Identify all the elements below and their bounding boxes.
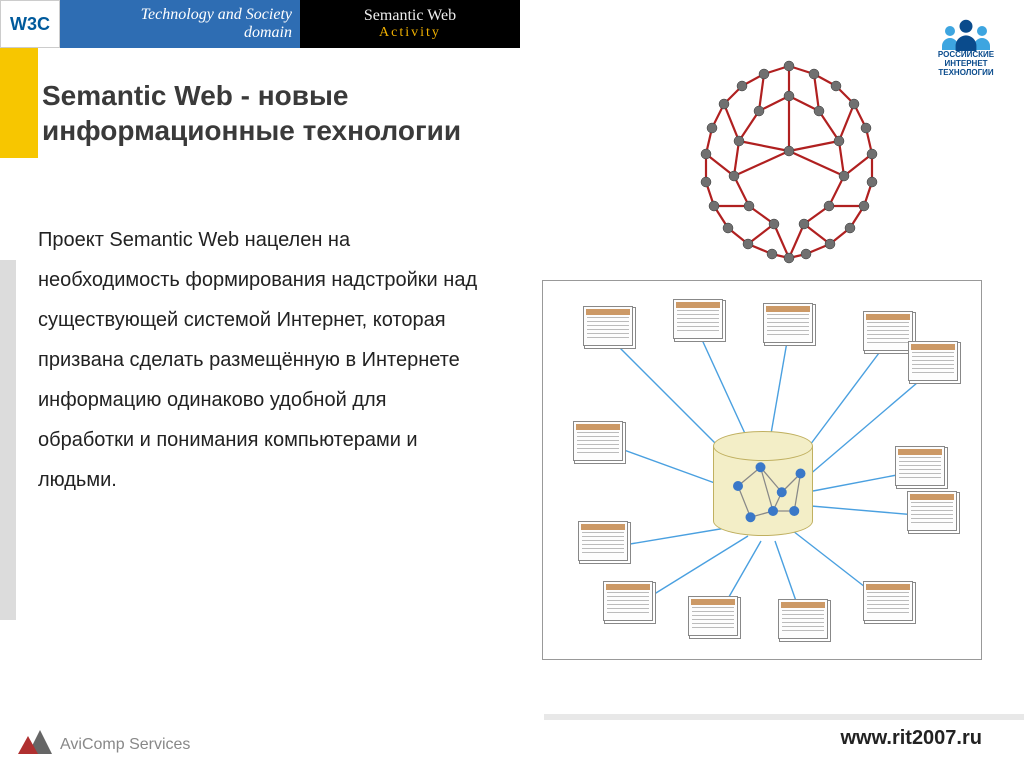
semantic-web-diagram xyxy=(542,280,982,660)
webpage-thumb-icon xyxy=(863,311,913,351)
webpage-thumb-icon xyxy=(763,303,813,343)
w3c-logo: W3C xyxy=(0,0,60,48)
webpage-thumb-icon xyxy=(673,299,723,339)
gray-accent-bar xyxy=(0,260,16,620)
webpage-thumb-icon xyxy=(907,491,957,531)
rit-logo: РОССИЙСКИЕ ИНТЕРНЕТ ТЕХНОЛОГИИ xyxy=(926,10,1006,77)
avicomp-logo: AviComp Services xyxy=(18,722,190,754)
company-name: AviComp Services xyxy=(60,736,190,754)
webpage-thumb-icon xyxy=(863,581,913,621)
webpage-thumb-icon xyxy=(573,421,623,461)
slide-body-text: Проект Semantic Web нацелен на необходим… xyxy=(38,220,488,500)
rit-label-1: РОССИЙСКИЕ xyxy=(926,50,1006,59)
triangle-icon xyxy=(18,722,54,754)
webpage-thumb-icon xyxy=(688,596,738,636)
yellow-accent-bar xyxy=(0,48,38,158)
slide-title: Semantic Web - новые информационные техн… xyxy=(42,78,512,148)
webpage-thumb-icon xyxy=(583,306,633,346)
footer-url: www.rit2007.ru xyxy=(840,727,982,750)
webpage-thumb-icon xyxy=(778,599,828,639)
footer-divider xyxy=(544,714,1024,720)
webpage-thumb-icon xyxy=(603,581,653,621)
molecule-graphic xyxy=(684,56,894,266)
semantic-web-banner: Semantic Web Activity xyxy=(300,0,520,48)
webpage-thumb-icon xyxy=(895,446,945,486)
banner1-line2: domain xyxy=(244,24,292,42)
rit-label-2: ИНТЕРНЕТ xyxy=(926,59,1006,68)
tech-society-banner: Technology and Society domain xyxy=(60,0,300,48)
people-icon xyxy=(926,10,1006,50)
rit-label-3: ТЕХНОЛОГИИ xyxy=(926,68,1006,77)
banner2-line2: Activity xyxy=(379,25,441,41)
database-cylinder-icon xyxy=(713,431,813,541)
header-banners: W3C Technology and Society domain Semant… xyxy=(0,0,1024,48)
banner1-line1: Technology and Society xyxy=(141,6,292,24)
w3c-text: W3C xyxy=(10,15,50,33)
banner2-line1: Semantic Web xyxy=(364,7,456,25)
webpage-thumb-icon xyxy=(578,521,628,561)
webpage-thumb-icon xyxy=(908,341,958,381)
